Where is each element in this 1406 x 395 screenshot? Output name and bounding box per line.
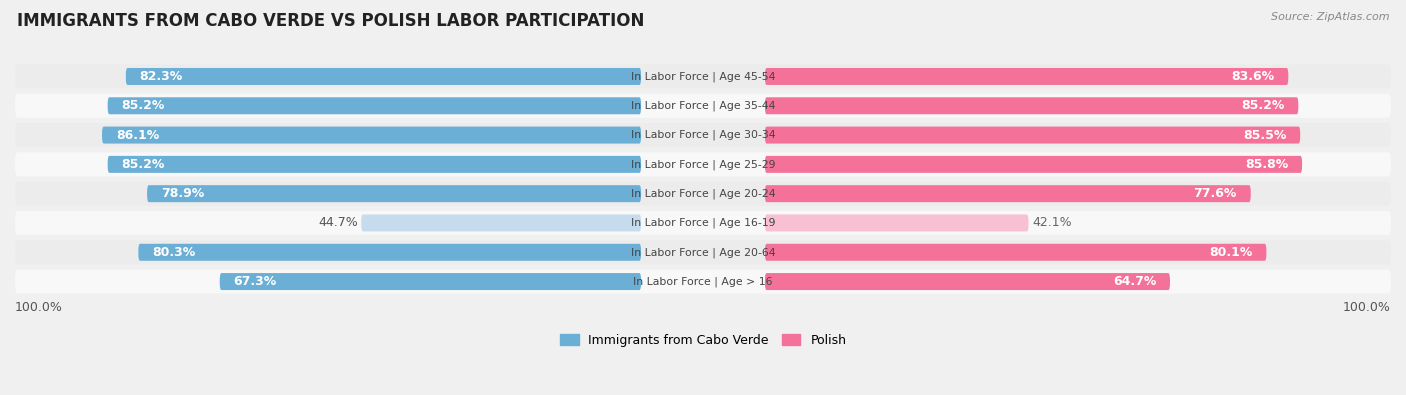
FancyBboxPatch shape — [15, 152, 1391, 177]
FancyBboxPatch shape — [15, 269, 1391, 293]
FancyBboxPatch shape — [765, 214, 1029, 231]
FancyBboxPatch shape — [15, 123, 1391, 147]
Text: In Labor Force | Age 20-64: In Labor Force | Age 20-64 — [631, 247, 775, 258]
FancyBboxPatch shape — [108, 156, 641, 173]
FancyBboxPatch shape — [361, 214, 641, 231]
Text: 85.5%: 85.5% — [1243, 128, 1286, 141]
FancyBboxPatch shape — [108, 97, 641, 114]
Text: 80.3%: 80.3% — [152, 246, 195, 259]
Text: In Labor Force | Age 45-54: In Labor Force | Age 45-54 — [631, 71, 775, 82]
Text: 64.7%: 64.7% — [1114, 275, 1156, 288]
Text: In Labor Force | Age 20-24: In Labor Force | Age 20-24 — [631, 188, 775, 199]
Legend: Immigrants from Cabo Verde, Polish: Immigrants from Cabo Verde, Polish — [555, 329, 851, 352]
Text: 78.9%: 78.9% — [160, 187, 204, 200]
FancyBboxPatch shape — [765, 273, 1170, 290]
Text: 86.1%: 86.1% — [115, 128, 159, 141]
Text: 67.3%: 67.3% — [233, 275, 277, 288]
Text: 77.6%: 77.6% — [1194, 187, 1237, 200]
Text: In Labor Force | Age 25-29: In Labor Force | Age 25-29 — [631, 159, 775, 169]
FancyBboxPatch shape — [15, 94, 1391, 118]
Text: 85.2%: 85.2% — [121, 158, 165, 171]
Text: 80.1%: 80.1% — [1209, 246, 1253, 259]
FancyBboxPatch shape — [765, 156, 1302, 173]
FancyBboxPatch shape — [765, 68, 1288, 85]
FancyBboxPatch shape — [15, 182, 1391, 206]
Text: In Labor Force | Age 16-19: In Labor Force | Age 16-19 — [631, 218, 775, 228]
Text: 100.0%: 100.0% — [15, 301, 63, 314]
Text: 42.1%: 42.1% — [1032, 216, 1071, 229]
Text: In Labor Force | Age > 16: In Labor Force | Age > 16 — [633, 276, 773, 287]
Text: 85.2%: 85.2% — [121, 99, 165, 112]
FancyBboxPatch shape — [103, 126, 641, 143]
Text: 83.6%: 83.6% — [1232, 70, 1275, 83]
Text: Source: ZipAtlas.com: Source: ZipAtlas.com — [1271, 12, 1389, 22]
FancyBboxPatch shape — [765, 185, 1251, 202]
FancyBboxPatch shape — [765, 126, 1301, 143]
Text: IMMIGRANTS FROM CABO VERDE VS POLISH LABOR PARTICIPATION: IMMIGRANTS FROM CABO VERDE VS POLISH LAB… — [17, 12, 644, 30]
FancyBboxPatch shape — [765, 244, 1267, 261]
FancyBboxPatch shape — [765, 97, 1298, 114]
FancyBboxPatch shape — [148, 185, 641, 202]
Text: 82.3%: 82.3% — [139, 70, 183, 83]
FancyBboxPatch shape — [125, 68, 641, 85]
Text: 44.7%: 44.7% — [318, 216, 357, 229]
Text: 85.2%: 85.2% — [1241, 99, 1285, 112]
Text: In Labor Force | Age 35-44: In Labor Force | Age 35-44 — [631, 100, 775, 111]
FancyBboxPatch shape — [219, 273, 641, 290]
Text: 85.8%: 85.8% — [1246, 158, 1288, 171]
FancyBboxPatch shape — [15, 240, 1391, 264]
FancyBboxPatch shape — [138, 244, 641, 261]
FancyBboxPatch shape — [15, 64, 1391, 88]
FancyBboxPatch shape — [15, 211, 1391, 235]
Text: In Labor Force | Age 30-34: In Labor Force | Age 30-34 — [631, 130, 775, 140]
Text: 100.0%: 100.0% — [1343, 301, 1391, 314]
